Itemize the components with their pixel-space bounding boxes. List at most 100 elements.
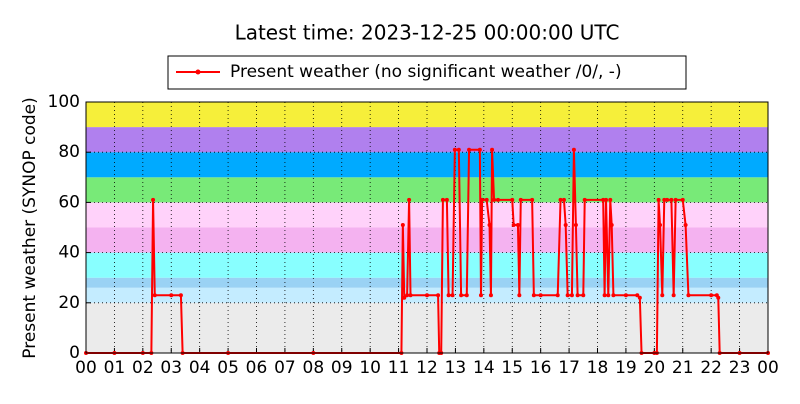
data-point xyxy=(152,293,157,298)
y-tick-label: 60 xyxy=(58,192,80,212)
data-point xyxy=(558,197,563,202)
data-point xyxy=(456,147,461,152)
data-point xyxy=(425,293,429,298)
x-tick-label: 18 xyxy=(587,358,609,378)
data-point xyxy=(178,293,183,298)
legend-marker xyxy=(195,69,201,75)
data-point xyxy=(408,293,413,298)
data-point xyxy=(169,293,174,298)
data-point xyxy=(515,222,520,227)
data-point xyxy=(611,293,616,298)
data-point xyxy=(517,293,522,298)
x-tick-label: 09 xyxy=(331,358,353,378)
x-tick-label: 22 xyxy=(700,358,722,378)
data-point xyxy=(530,197,535,202)
x-tick-label: 15 xyxy=(501,358,523,378)
y-tick-label: 100 xyxy=(48,92,80,112)
data-point xyxy=(538,293,543,298)
data-point xyxy=(496,197,501,202)
data-point xyxy=(673,197,678,202)
x-tick-label: 11 xyxy=(388,358,410,378)
data-point xyxy=(464,293,469,298)
data-point xyxy=(490,147,495,152)
data-point xyxy=(683,222,688,227)
data-point xyxy=(602,293,607,298)
x-tick-label: 05 xyxy=(217,358,239,378)
data-point xyxy=(686,293,691,298)
x-tick-label: 02 xyxy=(132,358,154,378)
data-point xyxy=(716,295,721,300)
data-point xyxy=(573,222,578,227)
y-tick-label: 0 xyxy=(69,343,80,363)
y-axis-label: Present weather (SYNOP code) xyxy=(20,97,40,358)
data-point xyxy=(518,197,523,202)
data-point xyxy=(467,147,472,152)
data-point xyxy=(561,197,566,202)
data-point xyxy=(405,293,410,298)
data-point xyxy=(671,293,676,298)
data-point xyxy=(635,293,640,298)
data-point xyxy=(531,293,536,298)
x-tick-label: 20 xyxy=(644,358,666,378)
data-point xyxy=(609,222,614,227)
x-tick-label: 01 xyxy=(104,358,126,378)
x-tick-label: 16 xyxy=(530,358,552,378)
data-point xyxy=(658,222,663,227)
x-tick-label: 10 xyxy=(359,358,381,378)
x-tick-label: 23 xyxy=(729,358,751,378)
data-point xyxy=(407,197,412,202)
data-point xyxy=(487,222,492,227)
legend: Present weather (no significant weather … xyxy=(167,55,687,90)
y-tick-label: 80 xyxy=(58,142,80,162)
data-point xyxy=(680,197,685,202)
band xyxy=(86,302,768,353)
data-point xyxy=(452,147,457,152)
data-point xyxy=(565,293,570,298)
x-tick-label: 00 xyxy=(757,358,779,378)
data-point xyxy=(601,197,606,202)
data-point xyxy=(637,295,642,300)
band xyxy=(86,227,768,253)
y-tick-label: 40 xyxy=(58,243,80,263)
data-point xyxy=(665,197,670,202)
x-tick-label: 21 xyxy=(672,358,694,378)
data-point xyxy=(446,293,451,298)
data-point xyxy=(436,293,441,298)
data-point xyxy=(563,222,568,227)
data-point xyxy=(511,222,516,227)
data-point xyxy=(478,293,483,298)
band xyxy=(86,152,768,178)
data-point xyxy=(660,293,665,298)
data-point xyxy=(656,197,661,202)
plot-frame xyxy=(85,101,769,354)
data-point xyxy=(662,197,667,202)
data-point xyxy=(402,295,407,300)
data-point xyxy=(623,293,628,298)
background-bands xyxy=(86,102,768,353)
x-tick-label: 19 xyxy=(615,358,637,378)
plot xyxy=(84,147,770,355)
data-point xyxy=(606,293,611,298)
legend-box xyxy=(167,55,687,90)
x-tick-label: 13 xyxy=(445,358,467,378)
data-point xyxy=(480,197,485,202)
x-tick-label: 00 xyxy=(75,358,97,378)
data-point xyxy=(510,197,515,202)
data-point xyxy=(151,197,156,202)
data-point xyxy=(555,293,560,298)
data-point xyxy=(604,197,609,202)
data-point xyxy=(492,197,497,202)
data-point xyxy=(669,197,674,202)
data-point xyxy=(709,293,714,298)
data-point xyxy=(444,197,449,202)
data-point xyxy=(440,197,445,202)
x-tick-label: 04 xyxy=(189,358,211,378)
chart-title: Latest time: 2023-12-25 00:00:00 UTC xyxy=(235,21,620,45)
legend-label: Present weather (no significant weather … xyxy=(230,62,622,82)
data-point xyxy=(477,147,482,152)
x-tick-label: 17 xyxy=(558,358,580,378)
data-point xyxy=(459,293,464,298)
data-point xyxy=(571,147,576,152)
data-point xyxy=(581,293,586,298)
band xyxy=(86,252,768,278)
